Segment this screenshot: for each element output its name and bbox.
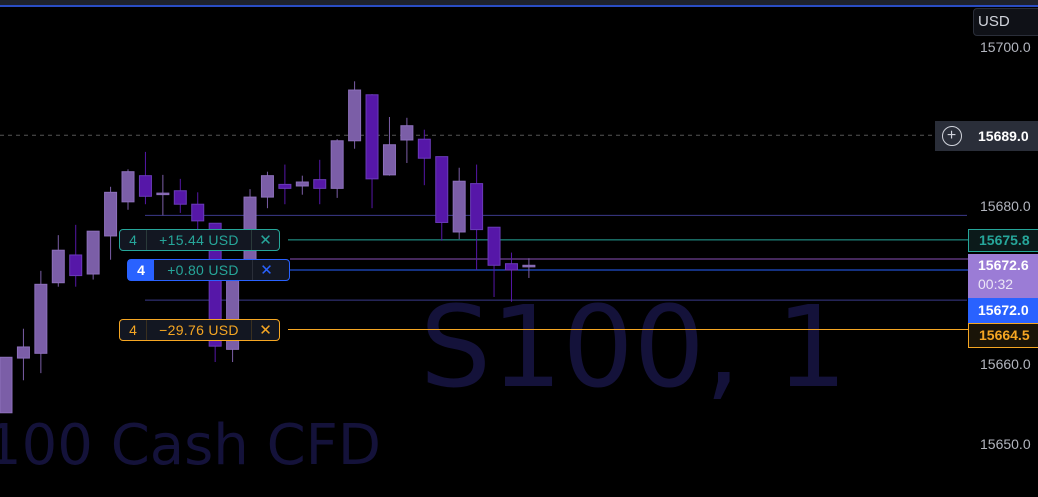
bullish-candle <box>34 283 48 354</box>
close-icon[interactable]: ✕ <box>259 232 272 249</box>
take-profit-order-line[interactable]: 4 +15.44 USD ✕ <box>119 229 280 251</box>
stop-loss-price-tag: 15664.5 <box>968 323 1038 348</box>
order-quantity: 4 <box>128 260 154 280</box>
bullish-candle <box>121 171 135 203</box>
bar-countdown: 00:32 <box>978 276 1014 292</box>
bullish-candle <box>295 181 309 187</box>
bullish-candle <box>86 230 100 275</box>
bearish-candle <box>278 183 292 189</box>
bearish-candle <box>69 254 83 277</box>
order-quantity: 4 <box>120 320 147 340</box>
order-pnl: +0.80 USD <box>154 260 253 280</box>
take-profit-price-tag: 15675.8 <box>968 229 1038 252</box>
bearish-candle <box>313 179 327 189</box>
bullish-candle <box>260 175 274 198</box>
bearish-candle <box>191 203 205 222</box>
currency-button[interactable]: USD <box>973 8 1038 36</box>
bullish-candle <box>382 144 396 176</box>
bearish-candle <box>138 175 152 197</box>
bearish-candle <box>365 94 379 180</box>
entry-price-tag: 15672.0 <box>968 298 1038 323</box>
entry-position-line[interactable]: 4 +0.80 USD ✕ <box>127 259 290 281</box>
bullish-candle <box>0 356 13 414</box>
bullish-candle <box>16 346 30 359</box>
bullish-candle <box>156 192 170 196</box>
bullish-candle <box>452 180 466 233</box>
current-price: 15672.6 <box>978 257 1029 273</box>
add-order-button[interactable]: + <box>935 121 968 151</box>
bullish-candle <box>400 125 414 141</box>
crosshair-price-label: 15689.0 <box>968 121 1038 151</box>
stop-loss-order-line[interactable]: 4 −29.76 USD ✕ <box>119 319 280 341</box>
bullish-candle <box>104 191 118 237</box>
bearish-candle <box>208 222 222 347</box>
bearish-candle <box>417 138 431 159</box>
bearish-candle <box>487 226 501 266</box>
bullish-candle <box>522 264 536 268</box>
bearish-candle <box>435 156 449 223</box>
top-toolbar-edge <box>0 0 1038 5</box>
bearish-candle <box>504 263 518 271</box>
close-icon[interactable]: ✕ <box>259 322 272 339</box>
close-icon[interactable]: ✕ <box>260 262 273 279</box>
order-pnl: +15.44 USD <box>147 230 252 250</box>
current-price-tag: 15672.6 00:32 <box>968 254 1038 298</box>
bullish-candle <box>51 249 65 284</box>
bearish-candle <box>470 183 484 231</box>
order-quantity: 4 <box>120 230 147 250</box>
top-accent-line <box>0 5 1038 7</box>
axis-tick-label: 15700.0 <box>980 39 1031 55</box>
bullish-candle <box>348 89 362 142</box>
order-pnl: −29.76 USD <box>147 320 252 340</box>
bullish-candle <box>330 140 344 189</box>
axis-tick-label: 15660.0 <box>980 356 1031 373</box>
axis-tick-label: 15680.0 <box>980 197 1031 214</box>
axis-tick-label: 15650.0 <box>980 435 1031 452</box>
bearish-candle <box>173 190 187 205</box>
plus-circle-icon: + <box>941 126 962 146</box>
